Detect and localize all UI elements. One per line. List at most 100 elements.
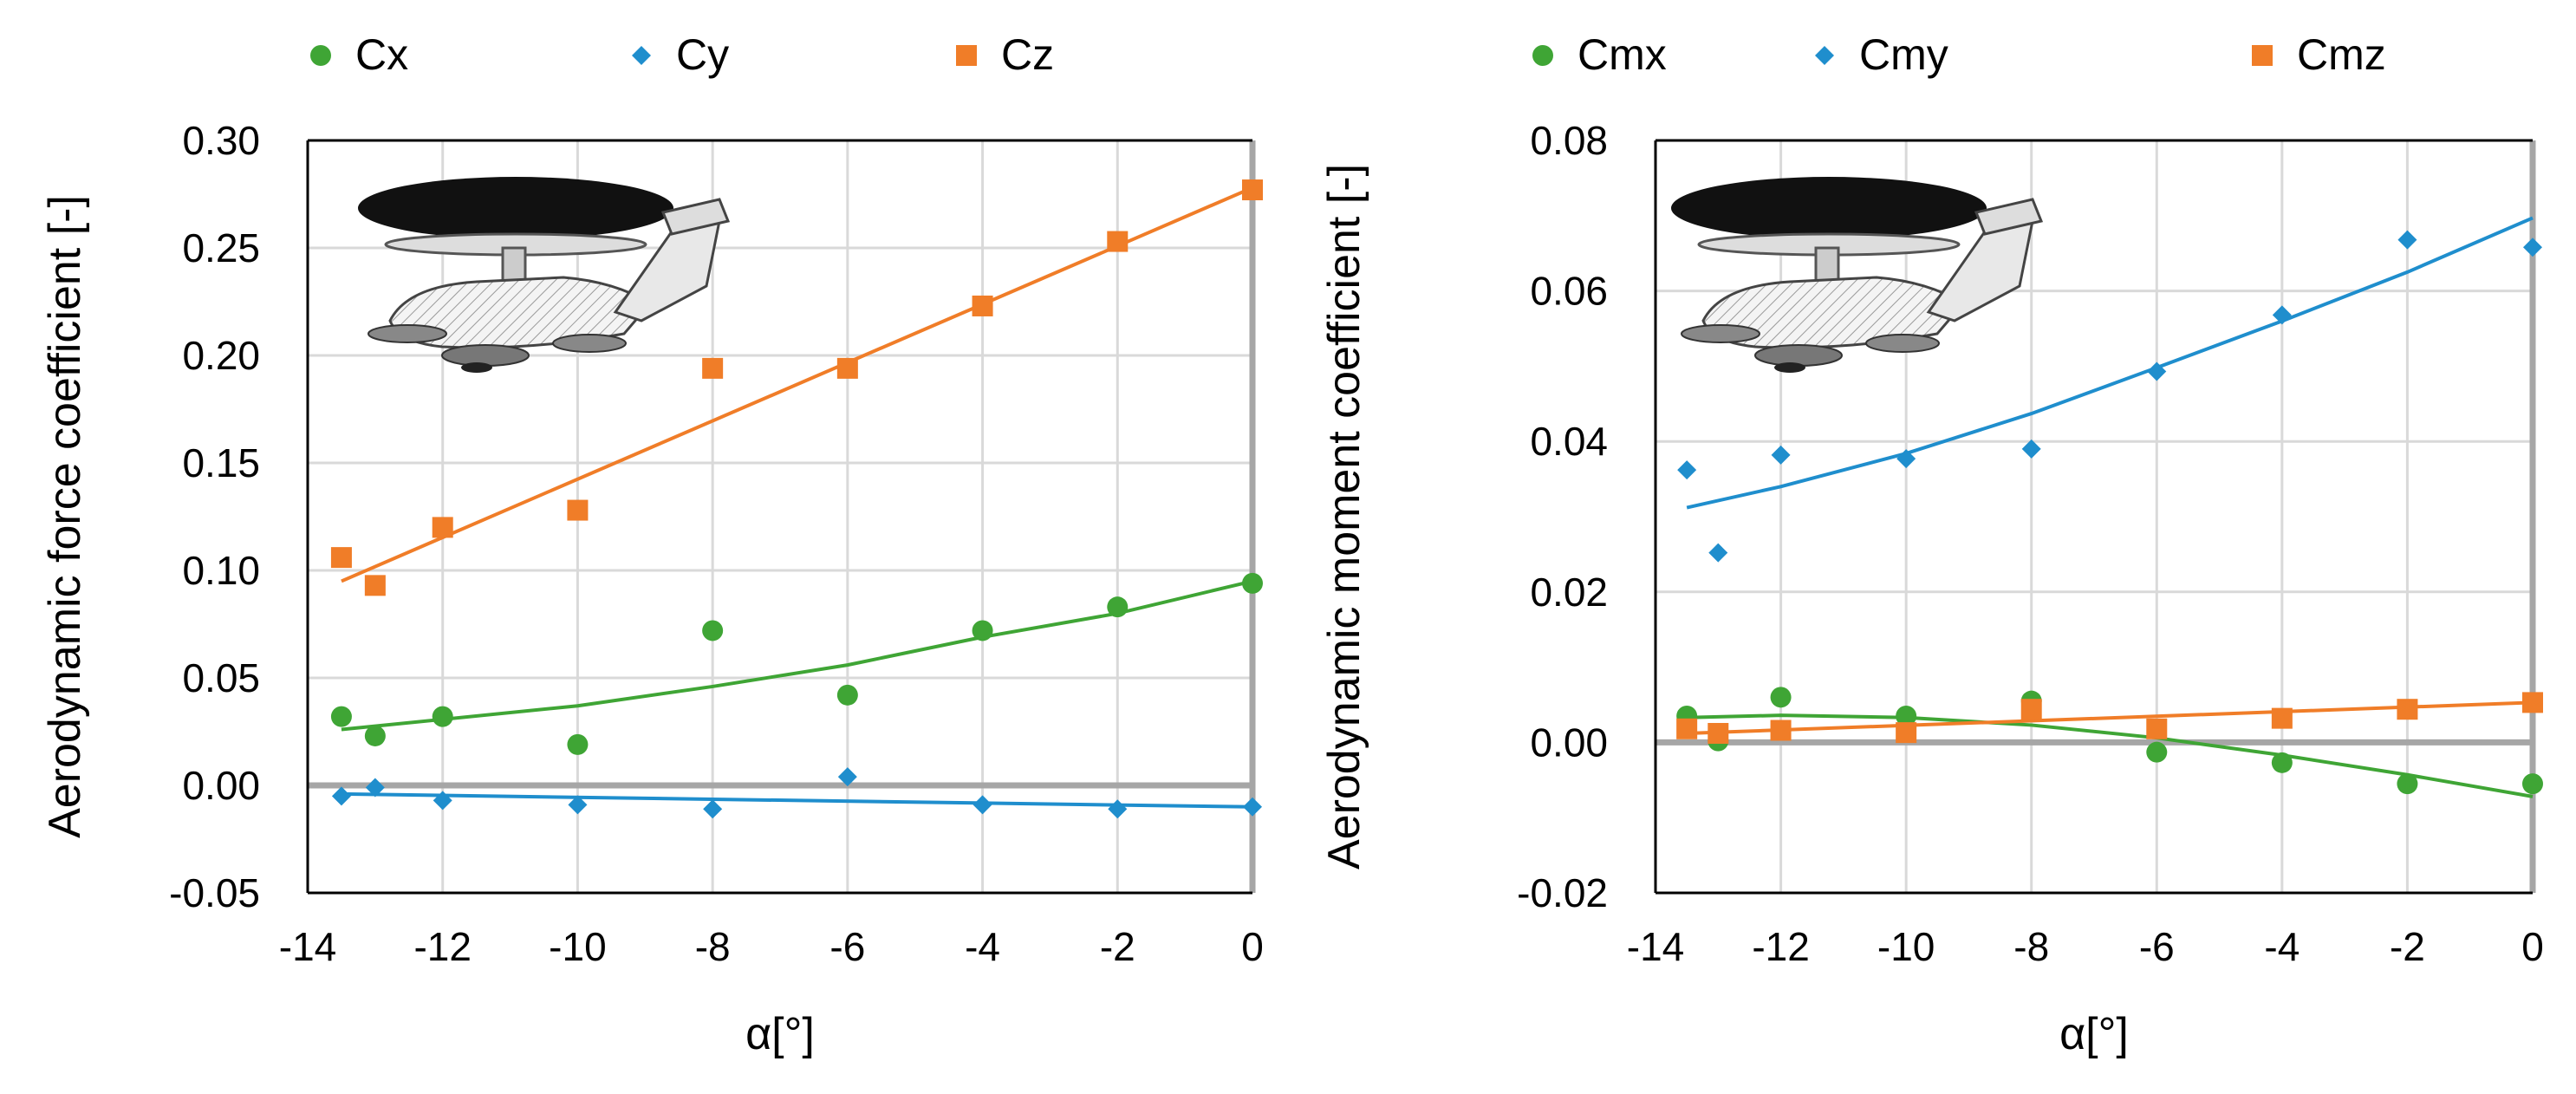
data-point-cz	[972, 295, 993, 316]
y-tick-label: 0.05	[182, 655, 260, 700]
data-point-cz	[330, 547, 352, 569]
data-point-cmx	[2146, 741, 2168, 763]
data-point-cy	[1243, 797, 1262, 817]
data-point-cmz	[1896, 722, 1917, 744]
x-tick-label: -6	[829, 924, 865, 969]
y-tick-label: 0.08	[1530, 118, 1608, 163]
fuselage	[1701, 276, 1966, 349]
wheel	[461, 362, 492, 373]
data-point-cmx	[2522, 773, 2543, 795]
data-point-cx	[972, 620, 993, 641]
rotor-left	[368, 324, 447, 343]
data-point-cmx	[2271, 752, 2293, 773]
legend-item-cmx: Cmx	[1532, 30, 1667, 79]
series-cmy	[1677, 216, 2542, 563]
y-tick-label: 0.04	[1530, 419, 1608, 464]
x-axis-label: α[°]	[2059, 1009, 2129, 1059]
data-point-cmz	[2397, 699, 2418, 720]
legend-item-cx: Cx	[310, 30, 408, 79]
pylon	[501, 246, 527, 284]
x-tick-label: -8	[2013, 924, 2049, 969]
trendline-cz	[341, 186, 1253, 583]
legend-marker-cmy	[1815, 46, 1834, 65]
y-tick-label: 0.15	[182, 440, 260, 485]
data-point-cmz	[2020, 699, 2042, 720]
data-point-cx	[567, 733, 589, 755]
data-point-cx	[330, 706, 352, 727]
tail-fin	[1974, 198, 2044, 236]
data-point-cmz	[2146, 718, 2168, 739]
fuselage	[388, 276, 653, 349]
data-point-cmz	[1770, 720, 1792, 741]
legend-item-cmz: Cmz	[2252, 30, 2386, 79]
rotor-right	[1865, 334, 1940, 353]
x-tick-label: -2	[1100, 924, 1135, 969]
x-tick-label: -4	[2264, 924, 2300, 969]
data-point-cmz	[1676, 718, 1698, 739]
y-tick-label: 0.20	[182, 333, 260, 378]
trendline-cy	[341, 791, 1253, 809]
trendline-cmy	[1686, 216, 2534, 510]
aircraft-inset-image	[358, 177, 731, 373]
x-tick-label: -4	[965, 924, 1000, 969]
data-point-cx	[1107, 596, 1129, 618]
rotor-front	[441, 344, 530, 367]
series-cz	[330, 179, 1263, 596]
legend-item-cy: Cy	[632, 30, 729, 79]
chart-panel-1: -14 -12 -10 -8 -6 -4 -2 0 -0.05 0.00 0.05 0.10 0.15 0…	[40, 30, 1264, 1059]
data-point-cz	[1107, 231, 1129, 252]
y-axis-label: Aerodynamic force coefficient [-]	[40, 195, 90, 838]
y-tick-label: 0.00	[182, 763, 260, 808]
data-point-cmy	[2021, 439, 2041, 459]
x-tick-label: 0	[1241, 924, 1264, 969]
legend-item-cz: Cz	[956, 30, 1054, 79]
legend-marker-cy	[632, 46, 651, 65]
y-tick-label: -0.05	[169, 870, 260, 915]
data-point-cmz	[1708, 722, 1729, 744]
data-point-cmy	[2147, 361, 2167, 381]
rotor-left	[1681, 324, 1760, 343]
legend-label-cx: Cx	[355, 30, 408, 79]
rotor-front	[1754, 344, 1843, 367]
x-tick-label: 0	[2521, 924, 2544, 969]
legend-marker-cmx	[1532, 45, 1553, 66]
data-point-cy	[1108, 799, 1128, 819]
data-point-cx	[364, 725, 386, 746]
x-tick-label: -2	[2390, 924, 2425, 969]
y-tick-label: -0.02	[1517, 870, 1608, 915]
data-point-cz	[432, 517, 453, 538]
legend-item-cmy: Cmy	[1815, 30, 1948, 79]
series-cmz	[1676, 692, 2543, 744]
tail-fin	[660, 198, 731, 236]
series-cy	[331, 767, 1262, 819]
wheel	[1774, 362, 1805, 373]
y-tick-label: 0.10	[182, 548, 260, 593]
legend-label-cmz: Cmz	[2297, 30, 2386, 79]
data-point-cz	[702, 357, 724, 379]
data-point-cy	[837, 767, 857, 787]
x-tick-label: -10	[1877, 924, 1935, 969]
y-tick-label: 0.06	[1530, 269, 1608, 314]
x-tick-label: -10	[549, 924, 606, 969]
data-point-cy	[568, 795, 588, 815]
data-point-cz	[567, 499, 589, 521]
data-point-cy	[973, 795, 992, 815]
data-point-cmy	[1677, 460, 1697, 480]
legend-marker-cx	[310, 45, 331, 66]
data-point-cmx	[1896, 706, 1917, 727]
data-point-cmy	[2397, 230, 2417, 250]
legend-label-cy: Cy	[676, 30, 729, 79]
y-axis-label: Aerodynamic moment coefficient [-]	[1319, 164, 1369, 869]
aircraft-inset-image	[1671, 177, 2044, 373]
data-point-cy	[703, 799, 723, 819]
series-cx	[330, 572, 1263, 755]
data-point-cy	[433, 791, 452, 811]
y-tick-label: 0.00	[1530, 720, 1608, 765]
x-tick-label: -12	[413, 924, 471, 969]
tail-boom	[613, 219, 721, 322]
x-tick-label: -8	[695, 924, 731, 969]
y-tick-label: 0.25	[182, 225, 260, 270]
data-point-cmy	[1708, 543, 1728, 563]
data-point-cy	[365, 778, 385, 798]
rotor-right	[552, 334, 627, 353]
